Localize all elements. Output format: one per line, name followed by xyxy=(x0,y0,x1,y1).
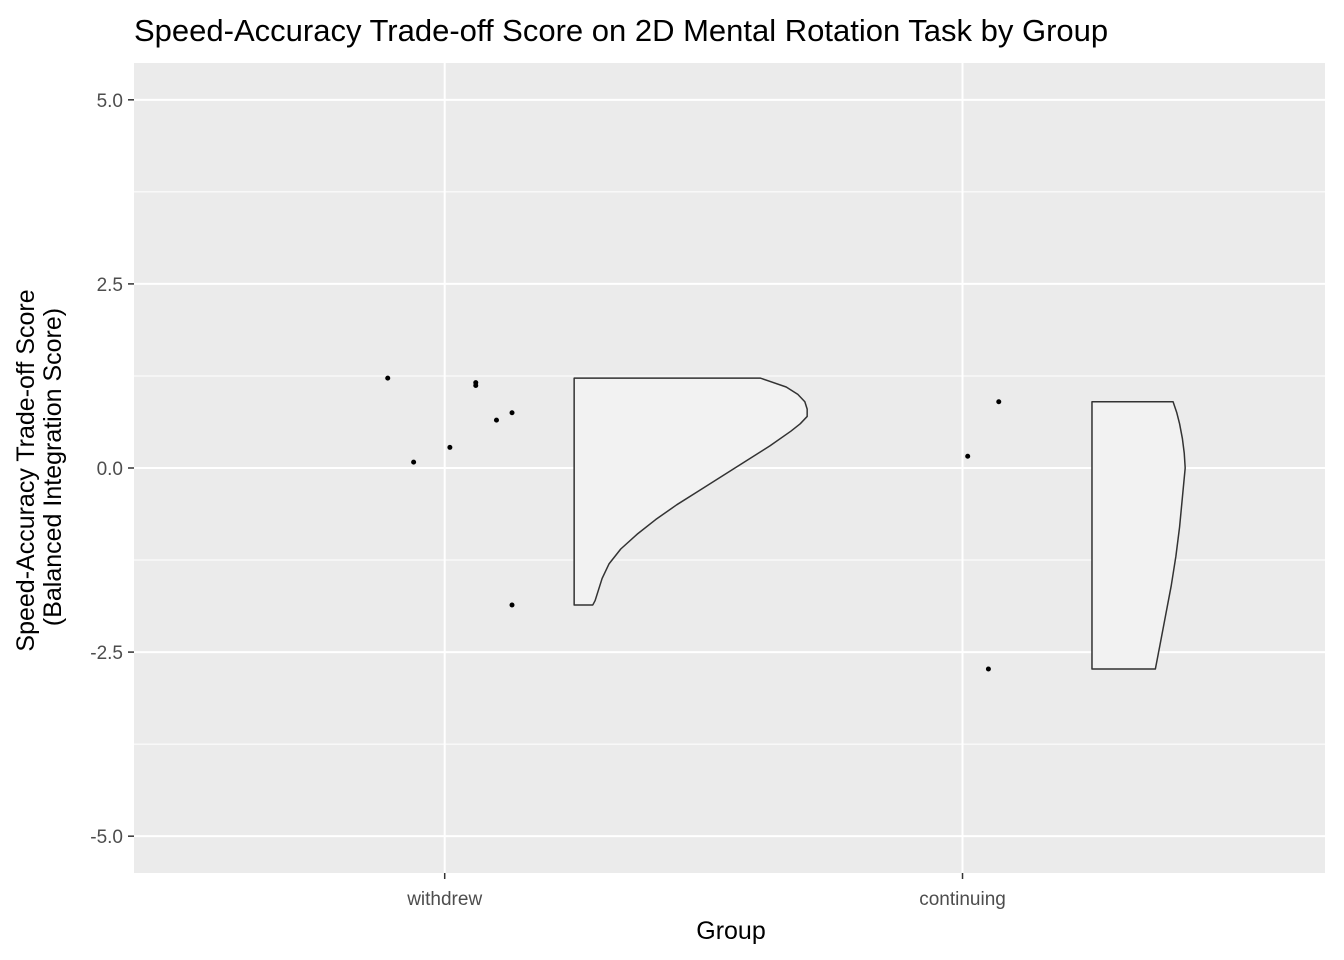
chart-title: Speed-Accuracy Trade-off Score on 2D Men… xyxy=(134,13,1108,48)
x-axis-title: Group xyxy=(696,917,765,945)
data-point xyxy=(510,602,515,607)
data-point xyxy=(494,418,499,423)
y-tick-label: 0.0 xyxy=(97,459,123,480)
data-point xyxy=(473,383,478,388)
y-tick-label: 2.5 xyxy=(97,275,123,296)
y-axis-title: Speed-Accuracy Trade-off Score (Balanced… xyxy=(12,282,67,651)
data-point xyxy=(510,410,515,415)
y-axis-title-line1: Speed-Accuracy Trade-off Score xyxy=(12,289,40,651)
x-axis: withdrew continuing xyxy=(406,873,1006,910)
y-tick-label: -2.5 xyxy=(90,643,123,664)
x-tick-label-continuing: continuing xyxy=(919,889,1006,910)
data-point xyxy=(986,667,991,672)
y-tick-label: -5.0 xyxy=(90,827,123,848)
data-point xyxy=(965,454,970,459)
y-tick-label: 5.0 xyxy=(97,91,123,112)
data-point xyxy=(385,376,390,381)
y-axis: 5.0 2.5 0.0 -2.5 -5.0 xyxy=(90,91,134,848)
x-tick-label-withdrew: withdrew xyxy=(406,889,482,910)
data-point xyxy=(447,445,452,450)
data-point xyxy=(411,460,416,465)
y-axis-title-line2: (Balanced Integration Score) xyxy=(39,308,67,626)
data-point xyxy=(996,399,1001,404)
